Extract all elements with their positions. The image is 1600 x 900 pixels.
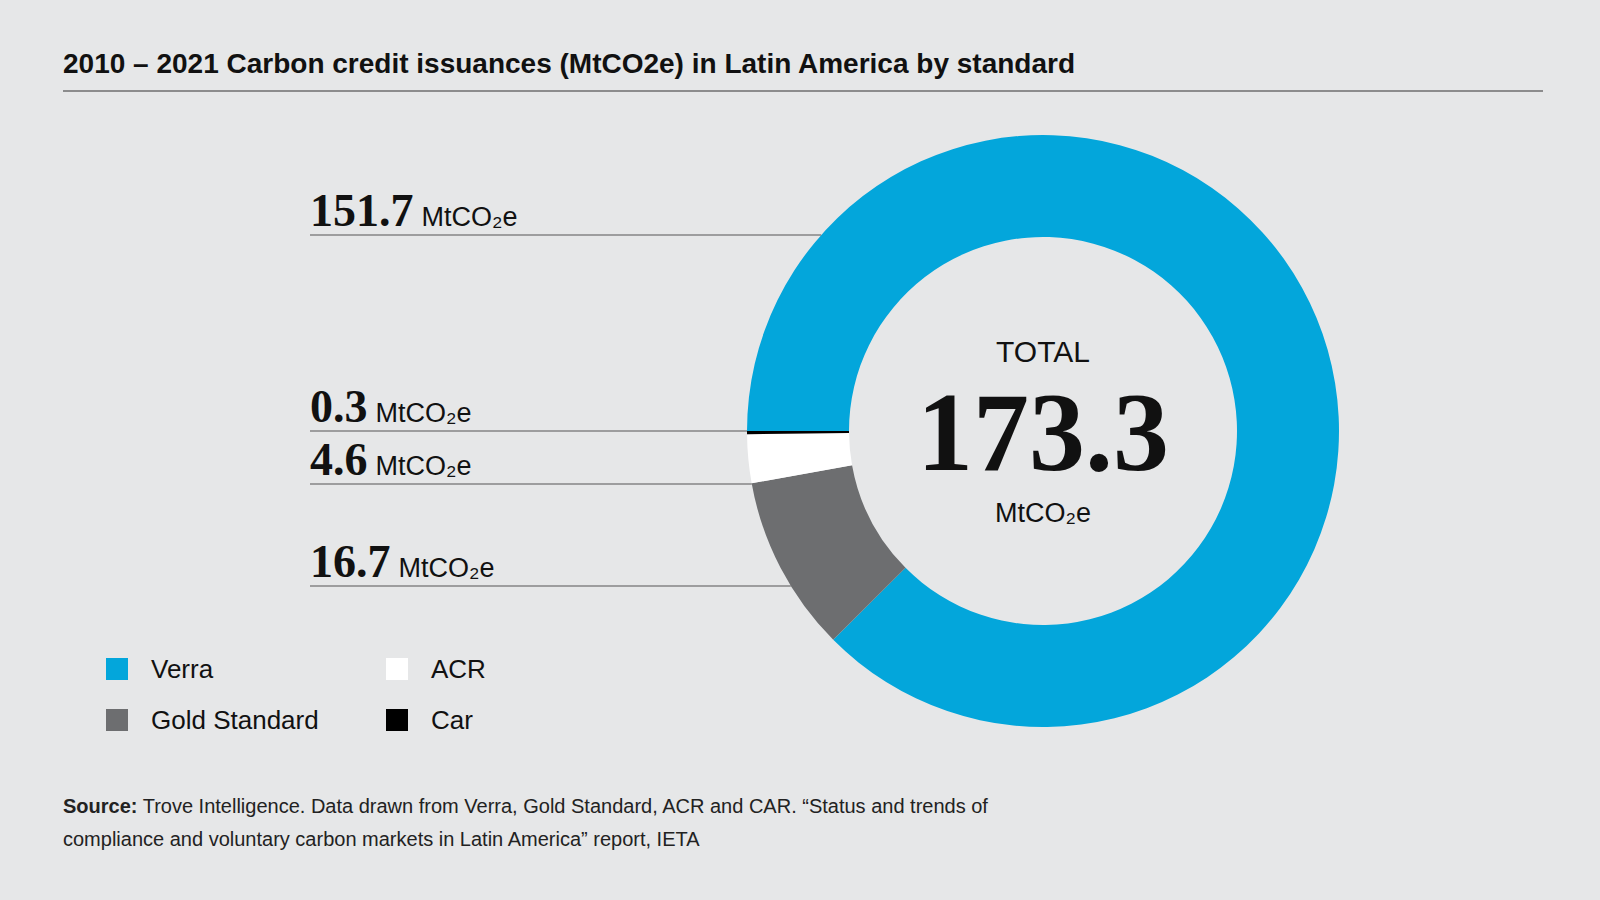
slice (747, 433, 852, 483)
data-label-unit: MtCO₂e (422, 202, 518, 232)
slice (747, 431, 849, 434)
slice (752, 465, 906, 640)
data-label: 151.7 MtCO₂e (310, 185, 518, 236)
data-label-value: 4.6 (310, 434, 368, 485)
total-label: TOTAL (996, 335, 1090, 368)
total-unit: MtCO₂e (995, 498, 1091, 528)
legend-swatch (386, 709, 408, 731)
legend-swatch (386, 658, 408, 680)
legend: Verra Gold Standard ACR Car (106, 654, 486, 735)
legend-label: Gold Standard (151, 705, 319, 735)
source-text: Trove Intelligence. Data drawn from Verr… (63, 795, 988, 850)
data-label-unit: MtCO₂e (376, 451, 472, 481)
legend-label: Car (431, 705, 473, 735)
legend-label: Verra (151, 654, 214, 684)
total-value: 173.3 (917, 370, 1169, 494)
slice (747, 135, 1339, 727)
legend-label: ACR (431, 654, 486, 684)
data-label-unit: MtCO₂e (376, 398, 472, 428)
source-label: Source: (63, 795, 137, 817)
data-label-value: 151.7 (310, 185, 414, 236)
page: {"chart_data": {"type": "donut", "title"… (0, 0, 1600, 900)
data-label: 16.7 MtCO₂e (310, 536, 495, 587)
title-rule (63, 90, 1543, 91)
leader-line (310, 430, 747, 431)
data-label-value: 16.7 (310, 536, 391, 587)
data-label-unit: MtCO₂e (399, 553, 495, 583)
title: 2010 – 2021 Carbon credit issuances (MtC… (63, 48, 1075, 79)
donut (747, 135, 1339, 727)
data-label: 4.6 MtCO₂e (310, 434, 472, 485)
source: Source: Trove Intelligence. Data drawn f… (63, 790, 1093, 856)
leader-line (310, 483, 752, 484)
legend-swatch (106, 658, 128, 680)
data-label: 0.3 MtCO₂e (310, 381, 472, 432)
legend-swatch (106, 709, 128, 731)
chart: 2010 – 2021 Carbon credit issuances (MtC… (0, 0, 1600, 900)
data-label-value: 0.3 (310, 381, 368, 432)
